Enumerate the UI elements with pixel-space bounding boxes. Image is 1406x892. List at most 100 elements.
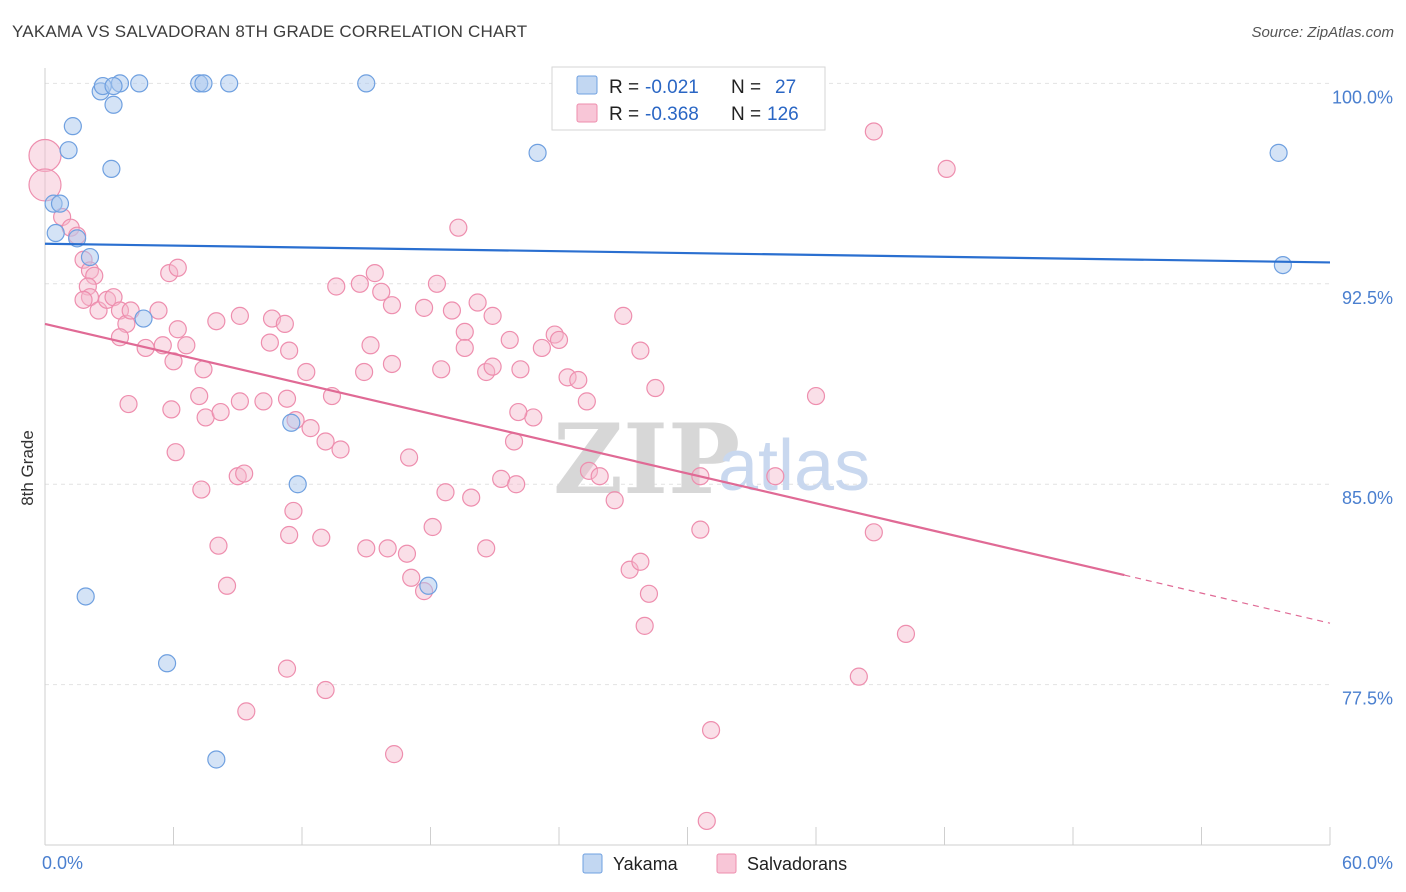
salvadoran-points (28, 74, 956, 831)
salvadoran-point (549, 330, 569, 350)
salvadoran-point (280, 341, 299, 360)
salvadoran-point (85, 266, 104, 285)
yakama-point (1273, 255, 1292, 275)
salvadoran-point (316, 680, 335, 700)
salvadoran-point (806, 386, 826, 406)
salvadoran-point (235, 464, 254, 483)
salvadoran-point (275, 314, 294, 333)
salvadoran-point (631, 552, 650, 571)
salvadoran-point (237, 702, 256, 721)
bottom-legend-salvadorans: Salvadorans (747, 854, 847, 874)
salvadoran-point (436, 483, 455, 502)
salvadoran-point (331, 440, 350, 459)
salvadoran-trend-line (44, 322, 1125, 577)
salvadoran-point (477, 539, 496, 558)
salvadoran-point (149, 301, 168, 320)
salvadoran-point (579, 461, 599, 480)
salvadoran-point (635, 616, 654, 635)
salvadoran-point (277, 389, 297, 408)
legend-n-label-2: N = (731, 104, 761, 125)
yakama-point (282, 413, 301, 432)
salvadoran-point (194, 360, 213, 379)
salvadoran-point (432, 360, 451, 379)
salvadoran-point (511, 360, 530, 379)
yakama-point (528, 143, 547, 162)
salvadoran-point (230, 306, 249, 325)
salvadoran-point (382, 296, 402, 315)
salvadoran-point (207, 312, 226, 331)
yakama-point (194, 74, 213, 93)
legend-swatch-salvadoran (576, 103, 598, 123)
watermark-zip: ZIP (553, 403, 740, 516)
grid-lines (45, 82, 1330, 686)
yakama-point (63, 117, 82, 136)
salvadoran-point (280, 525, 299, 545)
salvadoran-point (442, 301, 462, 320)
y-tick-label: 77.5% (1342, 689, 1393, 709)
x-tick-labels: 0.0% 60.0% (42, 853, 1393, 873)
yakama-point (130, 74, 149, 93)
salvadoran-point (74, 290, 93, 309)
salvadoran-point (697, 811, 716, 831)
salvadoran-point (864, 523, 883, 542)
salvadoran-point (646, 378, 665, 398)
salvadoran-point (162, 400, 181, 419)
salvadoran-point (449, 218, 468, 237)
salvadoran-point (468, 293, 487, 312)
salvadoran-point (119, 394, 138, 414)
salvadoran-point (483, 357, 502, 376)
salvadoran-point (301, 419, 320, 438)
legend-r-label-1: R = (609, 77, 639, 98)
watermark: ZIP atlas (553, 403, 870, 516)
salvadoran-point (864, 122, 883, 141)
salvadoran-point (312, 528, 331, 547)
salvadoran-point (350, 274, 369, 293)
salvadoran-point (605, 491, 624, 510)
y-tick-label: 92.5% (1342, 288, 1393, 308)
salvadoran-point (483, 306, 502, 325)
chart-title: YAKAMA VS SALVADORAN 8TH GRADE CORRELATI… (12, 22, 528, 41)
salvadoran-point (896, 624, 916, 643)
salvadoran-point (168, 320, 187, 339)
legend-swatch-yakama (576, 75, 598, 95)
salvadoran-point (397, 544, 417, 563)
salvadoran-point (639, 584, 659, 603)
salvadoran-point (937, 159, 956, 178)
salvadoran-point (384, 745, 404, 764)
salvadoran-point (217, 576, 237, 595)
salvadoran-point (532, 338, 551, 358)
salvadoran-point (382, 354, 402, 374)
yakama-point (288, 475, 307, 494)
salvadoran-point (327, 277, 346, 296)
salvadoran-point (209, 536, 228, 555)
salvadoran-point (166, 443, 185, 462)
yakama-point (357, 74, 376, 93)
salvadoran-point (372, 282, 391, 301)
yakama-point (1269, 143, 1288, 162)
salvadoran-point (361, 336, 380, 355)
y-axis-title: 8th Grade (18, 430, 37, 506)
yakama-point (50, 194, 70, 213)
legend-r-value-1: -0.021 (645, 77, 699, 98)
salvadoran-point (462, 488, 481, 507)
salvadoran-point (121, 301, 140, 320)
salvadoran-point (849, 667, 868, 686)
salvadoran-point (455, 322, 474, 342)
salvadoran-point (190, 386, 209, 406)
salvadoran-point (701, 720, 721, 740)
salvadoran-point (590, 467, 609, 486)
trend-lines (44, 242, 1331, 624)
salvadoran-point (399, 448, 419, 467)
yakama-point (207, 750, 226, 769)
salvadoran-trend-extension (1124, 574, 1331, 624)
salvadoran-point (160, 264, 179, 283)
salvadoran-point (427, 274, 447, 293)
salvadoran-point (509, 402, 528, 422)
salvadoran-point (691, 520, 710, 539)
salvadoran-point (297, 362, 316, 382)
salvadoran-point (260, 333, 279, 352)
salvadoran-point (500, 330, 519, 350)
salvadoran-point (254, 392, 273, 411)
salvadoran-point (423, 517, 442, 537)
salvadoran-point (378, 539, 397, 558)
